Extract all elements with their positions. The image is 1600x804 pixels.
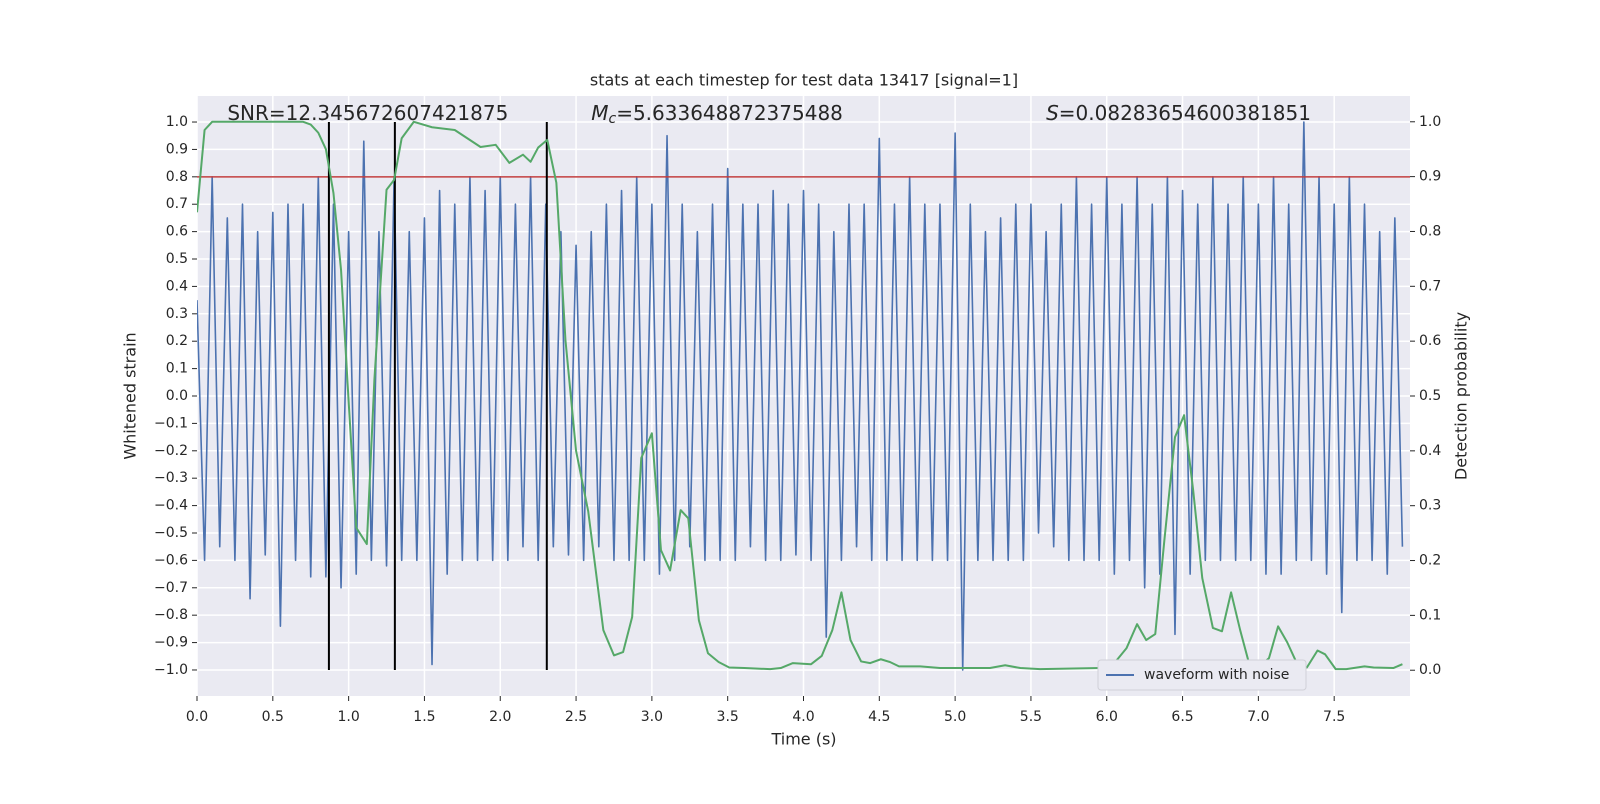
y2-tick-label: 0.0 — [1419, 662, 1441, 678]
x-tick-label: 3.0 — [641, 709, 663, 725]
x-tick-label: 4.0 — [792, 709, 814, 725]
y-tick-label: −0.9 — [154, 635, 188, 651]
y2-tick-label: 0.8 — [1419, 223, 1441, 239]
y2-axis-label: Detection probability — [1452, 312, 1471, 480]
x-tick-label: 1.0 — [337, 709, 359, 725]
y-tick-label: 0.6 — [166, 224, 188, 240]
legend-box — [1097, 659, 1307, 691]
y2-tick-label: 0.1 — [1419, 607, 1441, 623]
y2-tick-label: 0.5 — [1419, 388, 1441, 404]
y-tick-label: 0.4 — [166, 278, 188, 294]
annotation-text: =5.633648872375488 — [616, 100, 843, 124]
annotation: S=0.08283654600381851 — [1046, 100, 1311, 124]
annotation-text: =0.08283654600381851 — [1059, 100, 1311, 124]
y2-tick-label: 0.2 — [1419, 553, 1441, 569]
annotation-subscript: c — [608, 111, 616, 127]
y-tick-label: 0.0 — [166, 388, 188, 404]
y2-tick-label: 0.4 — [1419, 443, 1441, 459]
y-tick-label: 0.8 — [166, 169, 188, 185]
y2-tick-label: 1.0 — [1419, 114, 1441, 130]
y-tick-label: −0.3 — [154, 470, 188, 486]
annotation-symbol: M — [591, 100, 608, 124]
y-tick-label: −0.7 — [154, 580, 188, 596]
x-tick-label: 2.5 — [565, 709, 587, 725]
x-tick-label: 6.5 — [1171, 709, 1193, 725]
y2-tick-label: 0.6 — [1419, 333, 1441, 349]
y-tick-label: 0.3 — [166, 306, 188, 322]
x-tick-label: 5.0 — [944, 709, 966, 725]
x-tick-label: 1.5 — [413, 709, 435, 725]
x-tick-label: 7.0 — [1247, 709, 1269, 725]
x-tick-label: 0.5 — [262, 709, 284, 725]
chart-title: stats at each timestep for test data 134… — [590, 71, 1018, 90]
y-tick-label: 0.5 — [166, 251, 188, 267]
y-tick-label: −0.4 — [154, 498, 188, 514]
x-tick-label: 2.0 — [489, 709, 511, 725]
y-tick-label: 0.7 — [166, 196, 188, 212]
series-line — [197, 120, 1403, 671]
annotation-text: SNR=12.345672607421875 — [227, 100, 508, 124]
x-tick-label: 4.5 — [868, 709, 890, 725]
y-tick-label: 1.0 — [166, 114, 188, 130]
annotation: Mc=5.633648872375488 — [591, 100, 843, 127]
y2-tick-label: 0.7 — [1419, 278, 1441, 294]
legend-label: waveform with noise — [1144, 667, 1289, 683]
y-tick-label: −0.5 — [154, 525, 188, 541]
y-tick-label: 0.1 — [166, 361, 188, 377]
y-tick-label: −0.2 — [154, 443, 188, 459]
annotation-symbol: S — [1046, 100, 1059, 124]
y-axis-label: Whitened strain — [121, 332, 140, 459]
y-tick-label: 0.9 — [166, 141, 188, 157]
y-tick-label: −0.6 — [154, 552, 188, 568]
x-tick-label: 3.5 — [717, 709, 739, 725]
y-tick-label: −1.0 — [154, 662, 188, 678]
y2-tick-label: 0.9 — [1419, 169, 1441, 185]
y-tick-label: 0.2 — [166, 333, 188, 349]
marks — [197, 120, 1410, 671]
y-tick-label: −0.8 — [154, 607, 188, 623]
x-tick-label: 7.5 — [1323, 709, 1345, 725]
annotation: SNR=12.345672607421875 — [227, 100, 508, 124]
x-tick-label: 5.5 — [1020, 709, 1042, 725]
x-tick-label: 6.0 — [1096, 709, 1118, 725]
y-tick-label: −0.1 — [154, 415, 188, 431]
x-tick-label: 0.0 — [186, 709, 208, 725]
y2-tick-label: 0.3 — [1419, 498, 1441, 514]
labels: −1.0 −0.9 −0.8 −0.7 −0.6 −0.5 −0.4 −0.3 −0.2 −0.1… — [154, 100, 1441, 725]
series-line — [197, 121, 1404, 671]
x-axis-label: Time (s) — [770, 730, 836, 749]
